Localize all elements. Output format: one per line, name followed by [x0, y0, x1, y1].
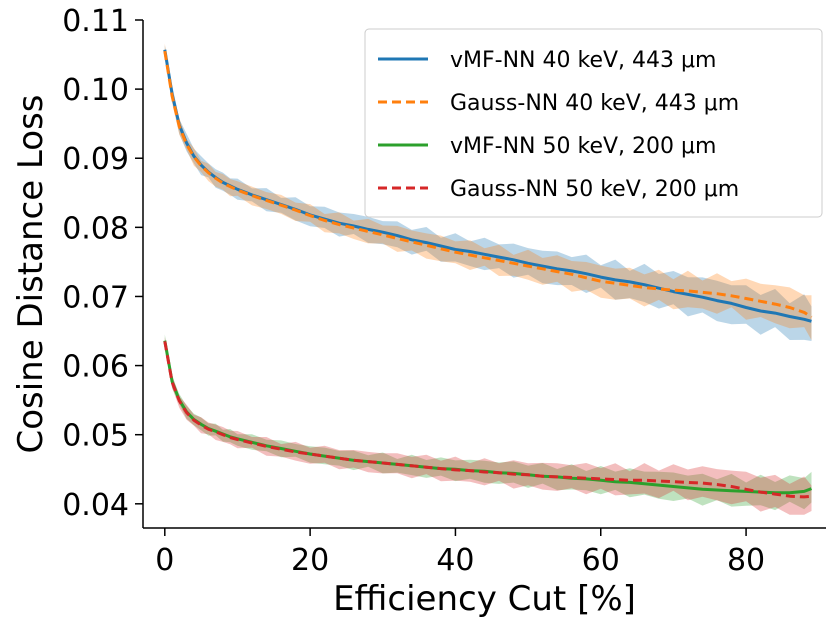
x-tick-label: 20 [291, 543, 329, 578]
series-line-2 [163, 50, 813, 319]
axes [142, 20, 826, 529]
y-tick-label: 0.10 [62, 73, 129, 108]
legend-items: vMF-NN 40 keV, 443 μm Gauss-NN 40 keV, 44… [378, 48, 739, 202]
legend-item-1: vMF-NN 40 keV, 443 μm [378, 48, 716, 73]
y-tick-label: 0.04 [62, 488, 129, 523]
x-tick-label: 80 [727, 543, 765, 578]
y-axis-title: Cosine Distance Loss [11, 94, 51, 453]
y-tick-label: 0.07 [62, 280, 129, 315]
legend-label: Gauss-NN 50 keV, 200 μm [450, 177, 739, 202]
series-line-1 [163, 49, 812, 323]
legend-label: Gauss-NN 40 keV, 443 μm [450, 91, 739, 116]
legend-item-2: Gauss-NN 40 keV, 443 μm [378, 91, 739, 116]
legend-box [364, 28, 823, 218]
y-tick-label: 0.06 [62, 350, 129, 385]
series-line-4 [163, 341, 812, 499]
legend-label: vMF-NN 50 keV, 200 μm [450, 134, 716, 159]
y-tick-label: 0.08 [62, 211, 129, 246]
series-band-2 [164, 43, 812, 341]
tick-marks: 0 20 40 60 80 0.04 0.05 0.06 0.07 0.08 0.09 0.10 0.1… [62, 4, 765, 578]
legend-item-4: Gauss-NN 50 keV, 200 μm [378, 177, 739, 202]
y-tick-label: 0.09 [62, 142, 129, 177]
series-band-4 [164, 337, 812, 515]
y-tick-label: 0.11 [62, 4, 129, 39]
legend-label: vMF-NN 40 keV, 443 μm [450, 48, 716, 73]
legend-item-3: vMF-NN 50 keV, 200 μm [378, 134, 716, 159]
x-tick-label: 60 [582, 543, 620, 578]
legend: vMF-NN 40 keV, 443 μm Gauss-NN 40 keV, 44… [364, 28, 823, 218]
series-lines [163, 49, 813, 499]
x-tick-label: 0 [155, 543, 174, 578]
series-band-1 [164, 45, 812, 341]
y-tick-label: 0.05 [62, 419, 129, 454]
x-tick-label: 40 [436, 543, 474, 578]
x-axis-title: Efficiency Cut [%] [333, 579, 636, 618]
